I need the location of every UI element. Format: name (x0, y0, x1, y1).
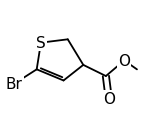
Text: O: O (118, 53, 130, 68)
Text: O: O (103, 91, 115, 106)
Text: S: S (36, 36, 46, 51)
Text: Br: Br (6, 77, 23, 92)
